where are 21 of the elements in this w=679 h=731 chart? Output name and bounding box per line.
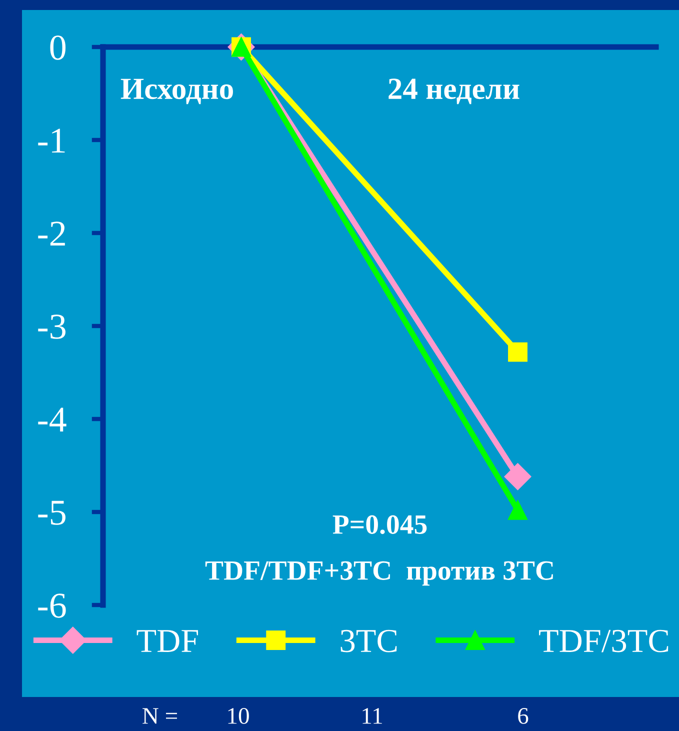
y-tick-label: -2 <box>38 222 65 246</box>
legend-label: TDF/3TC <box>539 630 668 652</box>
y-tick-label: -3 <box>38 314 66 339</box>
annotation: TDF/TDF+3TC против 3TC <box>205 561 553 586</box>
point <box>504 463 532 490</box>
x-tick-label: Исходно <box>120 78 233 104</box>
y-tick-label: -1 <box>38 128 65 153</box>
point <box>508 500 528 520</box>
y-tick-label: -6 <box>38 594 66 618</box>
text: 6 <box>518 708 528 724</box>
text: 10 <box>228 708 249 724</box>
y-tick-label: -5 <box>38 500 66 525</box>
text: 11 <box>362 708 382 724</box>
point <box>508 342 528 362</box>
x-tick-label: 24 недели <box>388 78 520 104</box>
legend-label: 3TC <box>340 630 397 652</box>
text: N = <box>142 708 177 724</box>
legend-label: TDF <box>136 630 198 652</box>
y-tick-label: 0 <box>50 36 66 60</box>
annotation: P=0.045 <box>332 515 427 534</box>
y-tick-label: -4 <box>38 408 66 432</box>
